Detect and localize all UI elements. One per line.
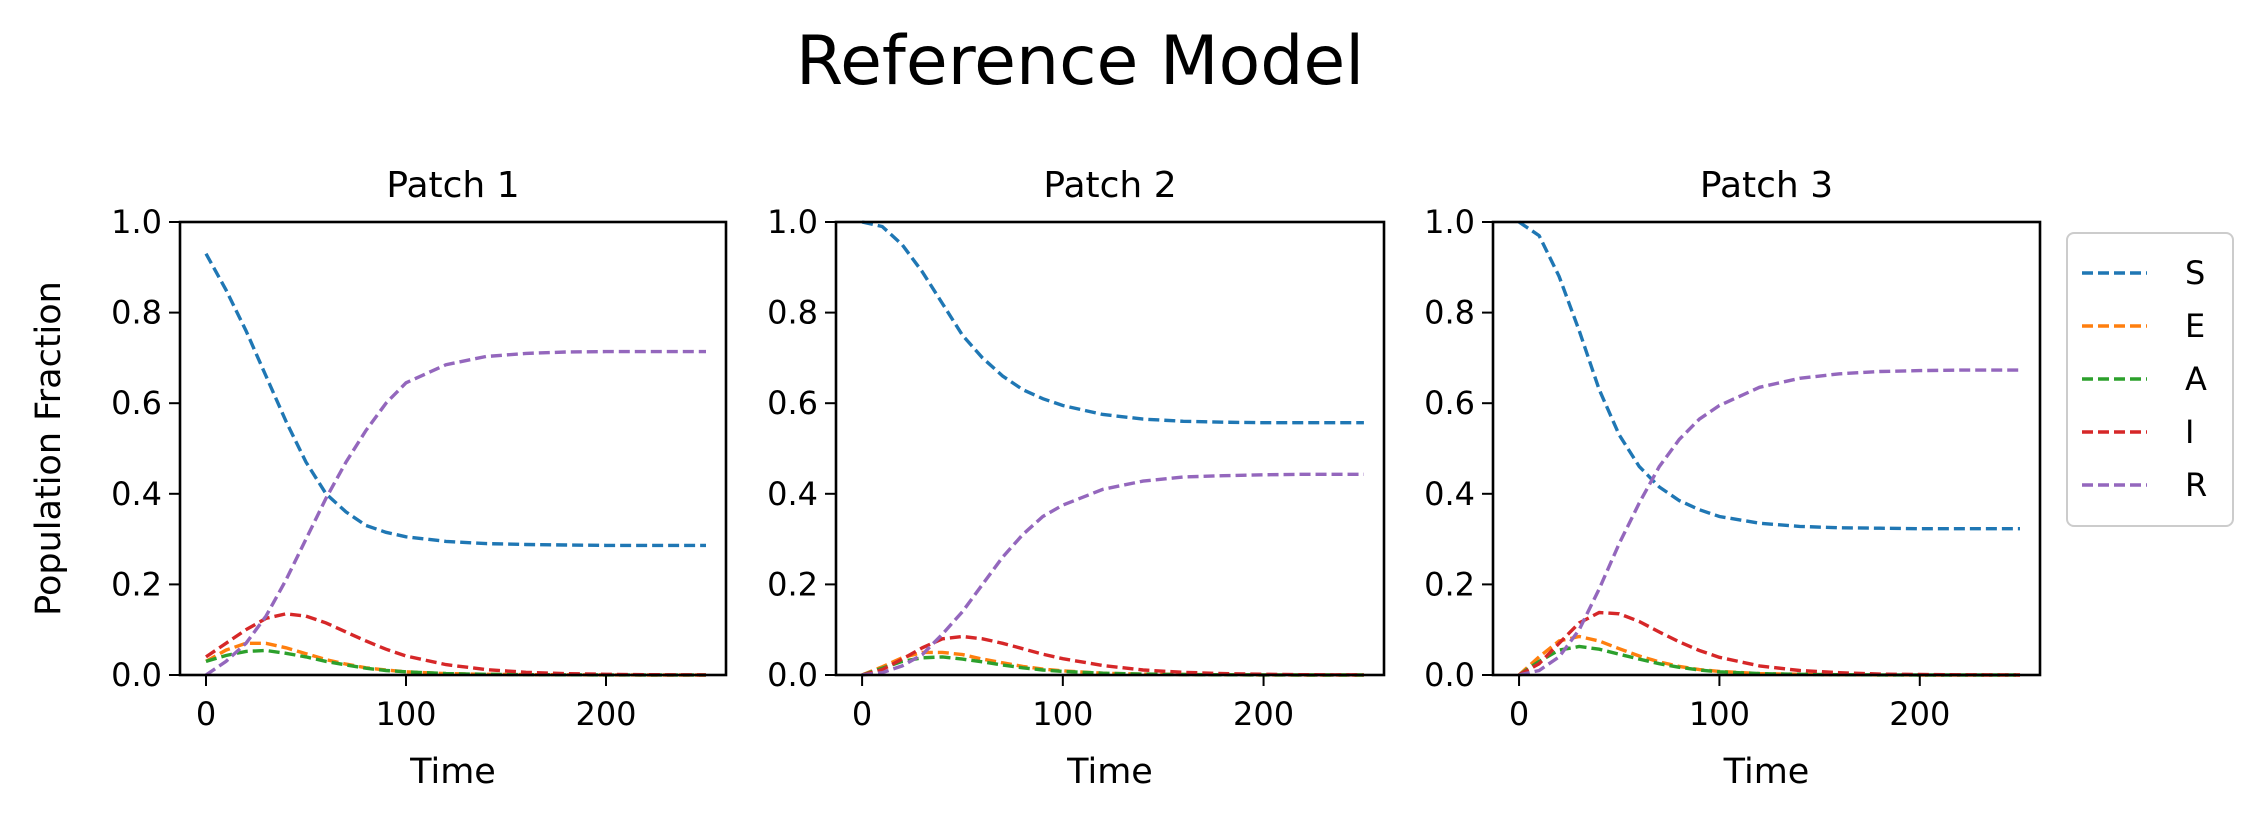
- series-line-s: [1518, 220, 2020, 531]
- plot-frame: [1491, 220, 2042, 677]
- y-tick-label: 0.2: [111, 565, 162, 603]
- y-tick-label: 0.8: [111, 294, 162, 332]
- series-line-i: [861, 634, 1364, 677]
- x-tick-label: 0: [196, 695, 216, 733]
- series-line-r: [1518, 368, 2020, 677]
- y-tick-label: 0.6: [111, 384, 162, 422]
- subplot-patch-3: 0 100 200 0.0 0.2 0.4 0.6 0.8 1.0 Patch 3 Time: [1424, 165, 2042, 792]
- y-tick-label: 0.4: [111, 475, 162, 513]
- subplot-patch-1: 0 100 200 0.0 0.2 0.4 0.6 0.8 1.0 Patch 1 Time Popu…: [29, 165, 728, 792]
- x-tick-label: 0: [852, 695, 872, 733]
- x-axis-label: Time: [409, 752, 496, 792]
- x-tick-label: 100: [1032, 695, 1093, 733]
- legend-label-e: E: [2185, 307, 2205, 345]
- y-tick-label: 1.0: [767, 203, 818, 241]
- series-line-e: [205, 641, 706, 677]
- y-tick-label: 0.2: [1424, 565, 1475, 603]
- y-tick-label: 0.4: [767, 475, 818, 513]
- x-tick-label: 100: [1689, 695, 1750, 733]
- legend-label-i: I: [2185, 413, 2194, 451]
- legend-frame: [2066, 232, 2234, 527]
- series-line-i: [1518, 610, 2021, 677]
- subplot-title: Patch 3: [1700, 165, 1833, 206]
- series-line-r: [205, 349, 706, 677]
- series-line-e: [1517, 634, 2020, 677]
- y-tick-label: 1.0: [111, 203, 162, 241]
- series-line-r: [861, 472, 1364, 677]
- series-line-i: [205, 612, 707, 677]
- x-axis-label: Time: [1066, 752, 1153, 792]
- y-tick-label: 0.0: [1424, 656, 1475, 694]
- x-tick-label: 100: [375, 695, 436, 733]
- x-axis-label: Time: [1723, 752, 1810, 792]
- figure-title: Reference Model: [795, 22, 1365, 101]
- y-tick-label: 0.6: [1424, 384, 1475, 422]
- x-tick-label: 200: [1233, 695, 1294, 733]
- y-axis-label: Population Fraction: [29, 281, 69, 616]
- y-tick-label: 0.2: [767, 565, 818, 603]
- x-tick-label: 200: [1889, 695, 1950, 733]
- legend-label-s: S: [2185, 254, 2205, 292]
- y-tick-label: 0.6: [767, 384, 818, 422]
- plot-frame: [178, 220, 728, 677]
- series-line-s: [204, 252, 706, 548]
- legend-label-a: A: [2185, 360, 2207, 398]
- legend-label-r: R: [2185, 466, 2207, 504]
- y-tick-label: 1.0: [1424, 203, 1475, 241]
- y-tick-label: 0.0: [111, 656, 162, 694]
- plot-frame: [834, 220, 1386, 677]
- series-line-e: [861, 650, 1364, 677]
- x-tick-label: 0: [1509, 695, 1529, 733]
- x-tick-label: 200: [575, 695, 636, 733]
- y-tick-label: 0.8: [767, 294, 818, 332]
- series-line-a: [1518, 644, 2020, 677]
- subplot-title: Patch 1: [386, 165, 519, 206]
- y-tick-label: 0.0: [767, 656, 818, 694]
- series-line-s: [861, 220, 1364, 425]
- y-tick-label: 0.8: [1424, 294, 1475, 332]
- y-tick-label: 0.4: [1424, 475, 1475, 513]
- subplot-title: Patch 2: [1043, 165, 1176, 206]
- series-line-a: [205, 648, 706, 677]
- subplot-patch-2: 0 100 200 0.0 0.2 0.4 0.6 0.8 1.0 Patch 2 Time: [767, 165, 1386, 792]
